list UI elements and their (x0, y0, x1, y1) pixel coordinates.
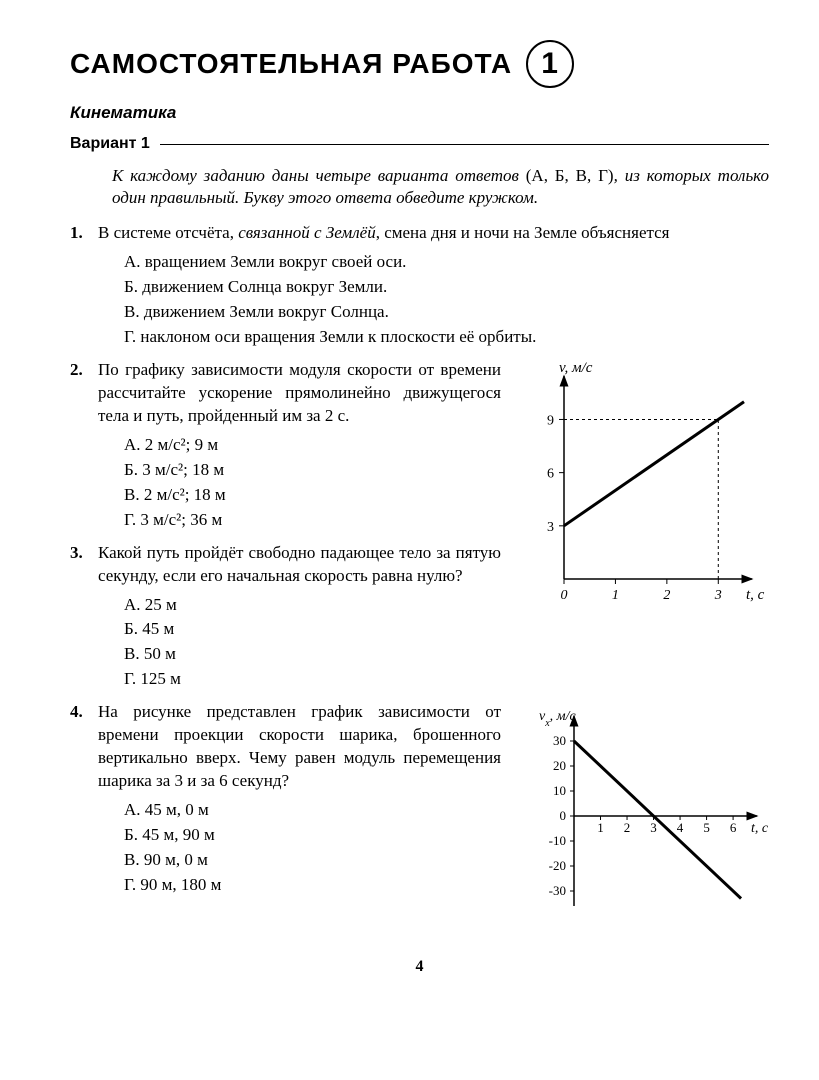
svg-text:0: 0 (561, 588, 568, 603)
svg-text:vx, м/с: vx, м/с (539, 709, 576, 729)
svg-text:5: 5 (703, 820, 710, 835)
q1-opt-c: В. движением Земли вокруг Солнца. (124, 301, 769, 324)
question-1: 1. В системе отсчёта, связанной с Землёй… (70, 222, 769, 351)
instructions-pre: К каждому заданию даны четыре варианта о… (112, 166, 526, 185)
question-2: 2. По графику зависимости модуля скорост… (70, 359, 501, 534)
svg-text:1: 1 (612, 588, 619, 603)
svg-text:v, м/с: v, м/с (559, 360, 593, 376)
chart-2: 1 2 3 4 5 6 -30 -20 -10 0 10 20 30 vx, м/с t, с (519, 701, 769, 938)
svg-text:2: 2 (624, 820, 631, 835)
svg-text:6: 6 (730, 820, 737, 835)
q2-num: 2. (70, 359, 98, 534)
title-text: САМОСТОЯТЕЛЬНАЯ РАБОТА (70, 45, 512, 83)
q1-opt-a: А. вращением Земли вокруг своей оси. (124, 251, 769, 274)
svg-text:3: 3 (714, 588, 722, 603)
work-number: 1 (526, 40, 574, 88)
q4-opt-c: В. 90 м, 0 м (124, 849, 501, 872)
q2-opt-a: А. 2 м/с²; 9 м (124, 434, 501, 457)
svg-text:3: 3 (650, 820, 657, 835)
svg-text:30: 30 (553, 733, 566, 748)
q2-options: А. 2 м/с²; 9 м Б. 3 м/с²; 18 м В. 2 м/с²… (124, 434, 501, 532)
q2-opt-c: В. 2 м/с²; 18 м (124, 484, 501, 507)
svg-text:10: 10 (553, 783, 566, 798)
q4-options: А. 45 м, 0 м Б. 45 м, 90 м В. 90 м, 0 м … (124, 799, 501, 897)
q1-text-post: , смена дня и ночи на Земле объясняется (376, 223, 670, 242)
svg-text:-10: -10 (549, 833, 566, 848)
q2-opt-d: Г. 3 м/с²; 36 м (124, 509, 501, 532)
variant-row: Вариант 1 (70, 133, 769, 155)
svg-text:9: 9 (547, 414, 554, 429)
q4-text: На рисунке представлен график зависимост… (98, 701, 501, 793)
svg-text:t, с: t, с (746, 587, 765, 603)
q4-opt-d: Г. 90 м, 180 м (124, 874, 501, 897)
variant-rule (160, 144, 769, 145)
q3-options: А. 25 м Б. 45 м В. 50 м Г. 125 м (124, 594, 501, 692)
q1-num: 1. (70, 222, 98, 351)
page-number: 4 (70, 956, 769, 978)
q2-opt-b: Б. 3 м/с²; 18 м (124, 459, 501, 482)
instructions-letters: (А, Б, В, Г) (526, 166, 614, 185)
q4-opt-a: А. 45 м, 0 м (124, 799, 501, 822)
q3-opt-d: Г. 125 м (124, 668, 501, 691)
svg-text:-20: -20 (549, 858, 566, 873)
q1-options: А. вращением Земли вокруг своей оси. Б. … (124, 251, 769, 349)
q1-text-pre: В системе отсчёта, (98, 223, 238, 242)
variant-label: Вариант 1 (70, 133, 150, 155)
q3-num: 3. (70, 542, 98, 694)
page-title: САМОСТОЯТЕЛЬНАЯ РАБОТА 1 (70, 40, 769, 88)
q3-text: Какой путь пройдёт свободно падающее тел… (98, 542, 501, 588)
question-3: 3. Какой путь пройдёт свободно падающее … (70, 542, 501, 694)
q3-opt-b: Б. 45 м (124, 618, 501, 641)
svg-text:1: 1 (597, 820, 604, 835)
svg-text:0: 0 (560, 808, 567, 823)
q1-text-em: связанной с Землёй (238, 223, 376, 242)
q2-text: По графику зависимости модуля скорости о… (98, 359, 501, 428)
q1-text: В системе отсчёта, связанной с Землёй, с… (98, 222, 769, 245)
question-4: 4. На рисунке представлен график зависим… (70, 701, 501, 899)
svg-text:-30: -30 (549, 883, 566, 898)
section-label: Кинематика (70, 102, 769, 125)
svg-text:6: 6 (547, 467, 554, 482)
q3-opt-c: В. 50 м (124, 643, 501, 666)
svg-text:3: 3 (547, 520, 554, 535)
svg-text:2: 2 (663, 588, 670, 603)
q1-opt-b: Б. движением Солнца вокруг Земли. (124, 276, 769, 299)
q4-opt-b: Б. 45 м, 90 м (124, 824, 501, 847)
q4-num: 4. (70, 701, 98, 899)
svg-text:4: 4 (677, 820, 684, 835)
svg-text:t, с: t, с (751, 821, 769, 836)
chart-1: 0 1 2 3 3 6 9 v, м/с t, с (519, 359, 769, 626)
svg-text:20: 20 (553, 758, 566, 773)
instructions: К каждому заданию даны четыре варианта о… (112, 165, 769, 211)
q3-opt-a: А. 25 м (124, 594, 501, 617)
q1-opt-d: Г. наклоном оси вращения Земли к плоскос… (124, 326, 769, 349)
